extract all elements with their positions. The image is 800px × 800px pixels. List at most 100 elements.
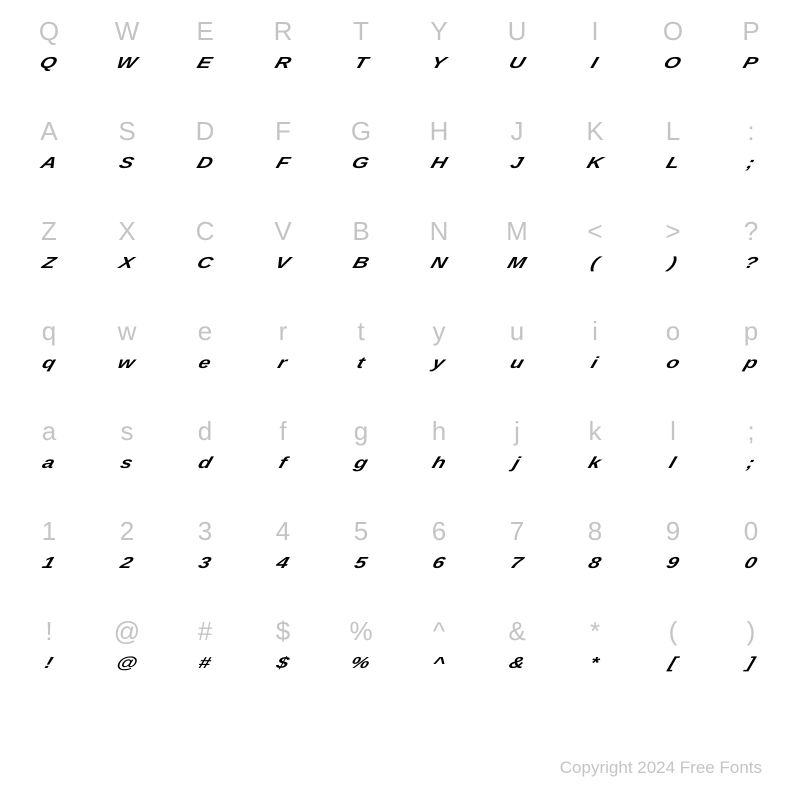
reference-character: < [587, 212, 602, 250]
specimen-glyph: T [349, 50, 372, 78]
reference-character: ? [744, 212, 758, 250]
glyph-cell: OO [634, 12, 712, 112]
specimen-glyph: w [114, 350, 141, 378]
specimen-glyph: G [348, 150, 375, 178]
reference-character: D [196, 112, 215, 150]
glyph-cell: DD [166, 112, 244, 212]
glyph-cell: WW [88, 12, 166, 112]
reference-character: > [665, 212, 680, 250]
glyph-cell: UU [478, 12, 556, 112]
specimen-glyph: j [509, 450, 525, 478]
reference-character: 8 [588, 512, 602, 550]
reference-character: l [670, 412, 676, 450]
specimen-glyph: Z [37, 250, 60, 278]
specimen-glyph: N [426, 250, 451, 278]
specimen-glyph: B [348, 250, 373, 278]
specimen-glyph: e [194, 350, 216, 378]
glyph-cell: kk [556, 412, 634, 512]
reference-character: 3 [198, 512, 212, 550]
glyph-cell: tt [322, 312, 400, 412]
specimen-glyph: W [112, 50, 142, 78]
specimen-glyph: s [116, 450, 138, 478]
reference-character: Q [39, 12, 59, 50]
footer-copyright: Copyright 2024 Free Fonts [560, 758, 762, 778]
reference-character: H [430, 112, 449, 150]
specimen-glyph: h [427, 450, 450, 478]
glyph-cell: ee [166, 312, 244, 412]
glyph-cell: ;; [712, 412, 790, 512]
reference-character: ! [45, 612, 52, 650]
specimen-glyph: D [192, 150, 217, 178]
glyph-cell: GG [322, 112, 400, 212]
glyph-cell: 00 [712, 512, 790, 612]
glyph-cell: uu [478, 312, 556, 412]
reference-character: X [118, 212, 135, 250]
glyph-cell: pp [712, 312, 790, 412]
reference-character: ( [669, 612, 678, 650]
glyph-cell: hh [400, 412, 478, 512]
reference-character: j [514, 412, 520, 450]
reference-character: r [279, 312, 288, 350]
specimen-glyph: Q [36, 50, 63, 78]
reference-character: 4 [276, 512, 290, 550]
reference-character: 7 [510, 512, 524, 550]
reference-character: : [747, 112, 754, 150]
reference-character: ; [747, 412, 754, 450]
specimen-glyph: K [582, 150, 607, 178]
reference-character: 2 [120, 512, 134, 550]
glyph-cell: RR [244, 12, 322, 112]
specimen-glyph: d [193, 450, 216, 478]
glyph-cell: SS [88, 112, 166, 212]
specimen-glyph: F [271, 150, 294, 178]
reference-character: s [121, 412, 134, 450]
glyph-cell: 88 [556, 512, 634, 612]
reference-character: O [663, 12, 683, 50]
specimen-glyph: ( [586, 250, 603, 278]
glyph-cell: FF [244, 112, 322, 212]
specimen-glyph: U [504, 50, 529, 78]
reference-character: q [42, 312, 56, 350]
specimen-glyph: t [352, 350, 369, 378]
reference-character: h [432, 412, 446, 450]
specimen-glyph: M [503, 250, 531, 278]
reference-character: B [352, 212, 369, 250]
reference-character: I [591, 12, 598, 50]
reference-character: o [666, 312, 680, 350]
reference-character: E [196, 12, 213, 50]
specimen-glyph: E [193, 50, 217, 78]
specimen-glyph: 0 [740, 550, 762, 578]
glyph-cell: BB [322, 212, 400, 312]
glyph-cell: ZZ [10, 212, 88, 312]
reference-character: # [198, 612, 212, 650]
glyph-cell: $$ [244, 612, 322, 712]
reference-character: & [508, 612, 525, 650]
specimen-glyph: ] [742, 650, 759, 678]
reference-character: e [198, 312, 212, 350]
glyph-cell: 99 [634, 512, 712, 612]
reference-character: t [357, 312, 364, 350]
specimen-glyph: $ [272, 650, 294, 678]
glyph-cell: NN [400, 212, 478, 312]
specimen-glyph: ; [742, 150, 759, 178]
glyph-cell: ## [166, 612, 244, 712]
specimen-glyph: A [36, 150, 61, 178]
reference-character: 1 [42, 512, 56, 550]
reference-character: d [198, 412, 212, 450]
specimen-glyph: % [347, 650, 376, 678]
glyph-cell: JJ [478, 112, 556, 212]
glyph-cell: gg [322, 412, 400, 512]
glyph-cell: :; [712, 112, 790, 212]
glyph-cell: %% [322, 612, 400, 712]
reference-character: p [744, 312, 758, 350]
glyph-cell: >) [634, 212, 712, 312]
specimen-glyph: P [739, 50, 763, 78]
character-map-grid: QQWWEERRTTYYUUIIOOPPAASSDDFFGGHHJJKKLL:;… [10, 12, 790, 712]
specimen-glyph: 5 [350, 550, 372, 578]
reference-character: L [666, 112, 680, 150]
specimen-glyph: q [37, 350, 60, 378]
glyph-cell: HH [400, 112, 478, 212]
glyph-cell: ** [556, 612, 634, 712]
reference-character: R [274, 12, 293, 50]
glyph-cell: 77 [478, 512, 556, 612]
reference-character: N [430, 212, 449, 250]
